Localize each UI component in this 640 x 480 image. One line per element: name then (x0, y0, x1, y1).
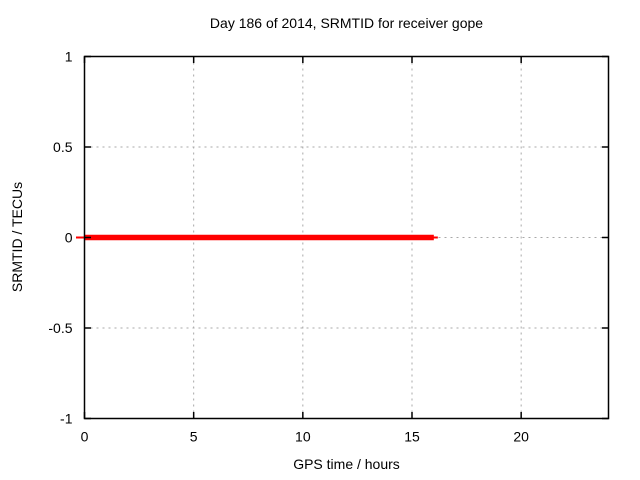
chart-title: Day 186 of 2014, SRMTID for receiver gop… (209, 15, 484, 31)
y-tick-label: 1 (65, 49, 73, 65)
x-tick-label: 20 (513, 429, 529, 445)
x-tick-label: 10 (295, 429, 311, 445)
y-tick-label: -1 (60, 411, 73, 427)
y-tick-label: -0.5 (48, 320, 72, 336)
x-tick-label: 15 (404, 429, 420, 445)
y-tick-label: 0 (65, 230, 73, 246)
x-tick-label: 5 (190, 429, 198, 445)
x-tick-label: 0 (81, 429, 89, 445)
y-tick-label: 0.5 (53, 139, 73, 155)
y-axis-label: SRMTID / TECUs (9, 181, 25, 293)
x-axis-label: GPS time / hours (293, 456, 400, 472)
